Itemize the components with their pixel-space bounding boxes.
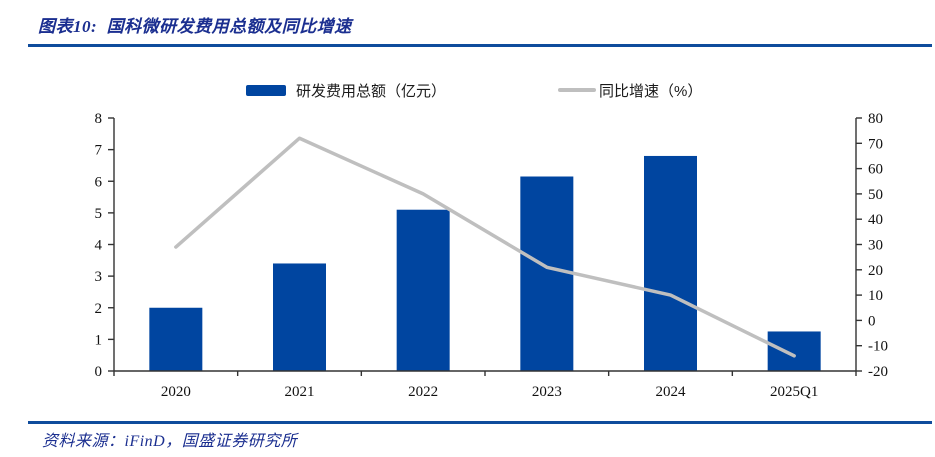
right-tick-label: 70 <box>868 136 883 152</box>
x-category-label: 2024 <box>656 384 687 400</box>
left-tick-label: 1 <box>95 332 103 348</box>
line-series-label: 同比增速（%） <box>599 82 703 100</box>
top-divider <box>28 44 932 47</box>
bar-2020 <box>149 307 203 371</box>
growth-line <box>174 136 796 358</box>
source-note: 资料来源：iFinD，国盛证券研究所 <box>42 433 298 450</box>
bar-series-group <box>149 155 821 371</box>
left-tick-label: 5 <box>95 206 103 222</box>
right-tick-label: 60 <box>868 162 883 178</box>
x-category-label: 2021 <box>285 384 315 400</box>
bar-2025Q1 <box>767 331 821 371</box>
bar-series-label: 研发费用总额（亿元） <box>296 82 447 100</box>
left-tick-label: 7 <box>95 143 103 159</box>
right-tick-label: 0 <box>868 313 876 329</box>
right-tick-label: -10 <box>868 339 888 355</box>
x-category-label: 2023 <box>532 384 562 400</box>
legend-item-line-series: 同比增速（%） <box>558 78 702 102</box>
right-tick-label: 20 <box>868 263 883 279</box>
bar-2023 <box>520 176 574 371</box>
line-series-swatch <box>558 88 596 92</box>
left-tick-label: 0 <box>95 364 103 380</box>
right-tick-label: 80 <box>868 111 883 127</box>
bar-2022 <box>396 209 450 371</box>
right-tick-label: 40 <box>868 212 883 228</box>
left-tick-label: 2 <box>95 301 103 317</box>
x-category-label: 2020 <box>161 384 191 400</box>
right-tick-label: -20 <box>868 364 888 380</box>
right-tick-label: 10 <box>868 288 883 304</box>
chart-legend: 研发费用总额（亿元） 同比增速（%） <box>0 78 935 102</box>
bottom-divider <box>28 421 932 424</box>
x-category-label: 2022 <box>408 384 438 400</box>
left-tick-label: 3 <box>95 269 103 285</box>
left-tick-label: 8 <box>95 111 103 127</box>
axes-group <box>108 117 862 376</box>
figure-title: 图表10: 国科微研发费用总额及同比增速 <box>38 17 352 36</box>
right-tick-label: 30 <box>868 238 883 254</box>
bar-series-swatch <box>246 84 286 96</box>
left-tick-label: 4 <box>95 238 103 254</box>
bar-2024 <box>644 155 697 371</box>
x-category-label: 2025Q1 <box>770 384 818 400</box>
left-tick-label: 6 <box>95 174 103 190</box>
legend-item-bar-series: 研发费用总额（亿元） <box>246 78 446 102</box>
right-tick-label: 50 <box>868 187 883 203</box>
bar-2021 <box>273 263 326 371</box>
tick-labels-group: 0 1 2 3 4 5 6 7 8 -20 -10 0 10 20 30 40 50 60 70 80 2020 2021… <box>95 111 889 400</box>
